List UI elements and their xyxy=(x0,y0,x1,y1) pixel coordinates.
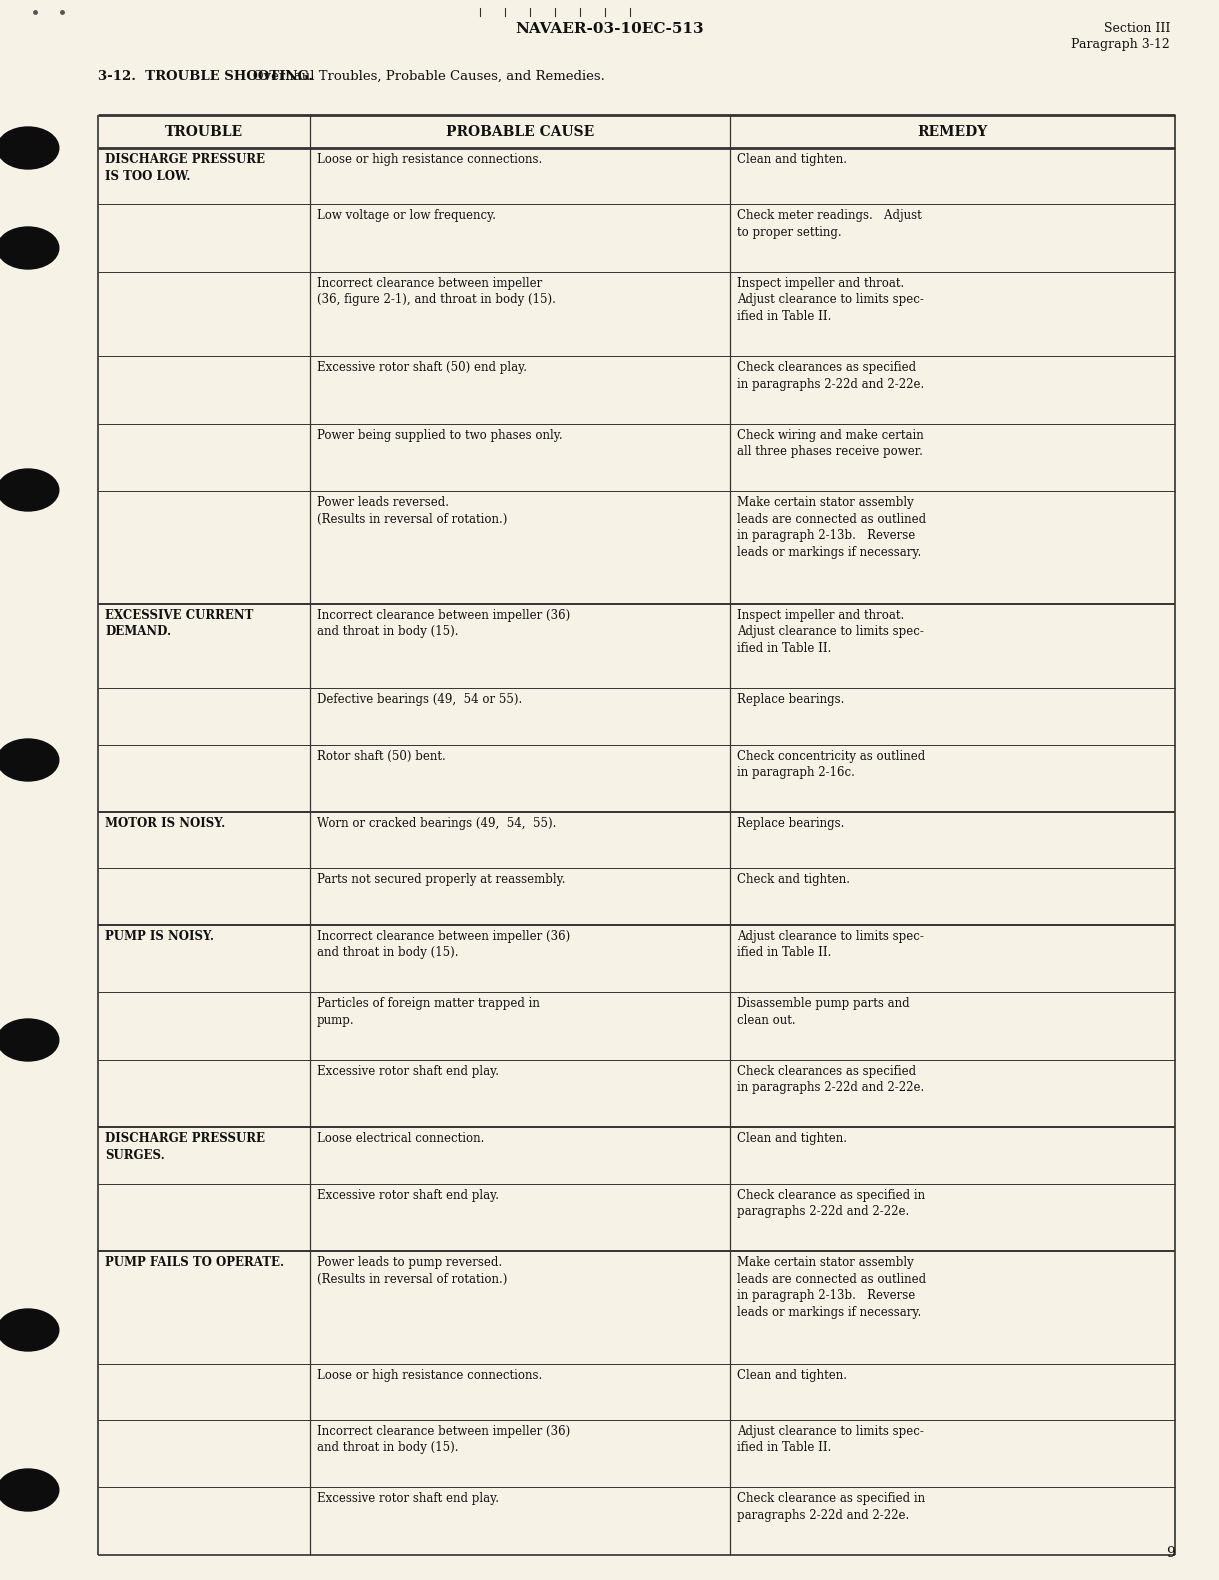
Ellipse shape xyxy=(0,1308,59,1351)
Text: Particles of foreign matter trapped in
pump.: Particles of foreign matter trapped in p… xyxy=(317,997,540,1027)
Text: Incorrect clearance between impeller
(36, figure 2-1), and throat in body (15).: Incorrect clearance between impeller (36… xyxy=(317,276,556,307)
Text: Power leads to pump reversed.
(Results in reversal of rotation.): Power leads to pump reversed. (Results i… xyxy=(317,1256,507,1286)
Text: Excessive rotor shaft (50) end play.: Excessive rotor shaft (50) end play. xyxy=(317,362,527,374)
Text: TROUBLE: TROUBLE xyxy=(165,125,243,139)
Text: Check wiring and make certain
all three phases receive power.: Check wiring and make certain all three … xyxy=(737,428,924,458)
Ellipse shape xyxy=(0,126,59,169)
Text: Worn or cracked bearings (49,  54,  55).: Worn or cracked bearings (49, 54, 55). xyxy=(317,817,556,830)
Text: Replace bearings.: Replace bearings. xyxy=(737,817,845,830)
Text: Defective bearings (49,  54 or 55).: Defective bearings (49, 54 or 55). xyxy=(317,694,522,706)
Text: EXCESSIVE CURRENT
DEMAND.: EXCESSIVE CURRENT DEMAND. xyxy=(105,608,254,638)
Text: Check clearance as specified in
paragraphs 2-22d and 2-22e.: Check clearance as specified in paragrap… xyxy=(737,1493,925,1522)
Text: Replace bearings.: Replace bearings. xyxy=(737,694,845,706)
Text: Overhaul Troubles, Probable Causes, and Remedies.: Overhaul Troubles, Probable Causes, and … xyxy=(240,70,605,84)
Text: Adjust clearance to limits spec-
ified in Table II.: Adjust clearance to limits spec- ified i… xyxy=(737,929,924,959)
Text: DISCHARGE PRESSURE
IS TOO LOW.: DISCHARGE PRESSURE IS TOO LOW. xyxy=(105,153,265,183)
Ellipse shape xyxy=(0,228,59,269)
Ellipse shape xyxy=(0,1469,59,1510)
Text: Low voltage or low frequency.: Low voltage or low frequency. xyxy=(317,209,496,223)
Text: PUMP IS NOISY.: PUMP IS NOISY. xyxy=(105,929,215,943)
Text: Parts not secured properly at reassembly.: Parts not secured properly at reassembly… xyxy=(317,874,566,886)
Text: Loose electrical connection.: Loose electrical connection. xyxy=(317,1133,484,1146)
Text: NAVAER-03-10EC-513: NAVAER-03-10EC-513 xyxy=(516,22,703,36)
Text: Disassemble pump parts and
clean out.: Disassemble pump parts and clean out. xyxy=(737,997,909,1027)
Text: Adjust clearance to limits spec-
ified in Table II.: Adjust clearance to limits spec- ified i… xyxy=(737,1425,924,1455)
Text: 9: 9 xyxy=(1167,1545,1175,1559)
Text: Check clearances as specified
in paragraphs 2-22d and 2-22e.: Check clearances as specified in paragra… xyxy=(737,362,924,390)
Text: Incorrect clearance between impeller (36)
and throat in body (15).: Incorrect clearance between impeller (36… xyxy=(317,929,570,959)
Text: Power leads reversed.
(Results in reversal of rotation.): Power leads reversed. (Results in revers… xyxy=(317,496,507,526)
Text: PUMP FAILS TO OPERATE.: PUMP FAILS TO OPERATE. xyxy=(105,1256,284,1269)
Text: Check and tighten.: Check and tighten. xyxy=(737,874,850,886)
Text: Check clearances as specified
in paragraphs 2-22d and 2-22e.: Check clearances as specified in paragra… xyxy=(737,1065,924,1095)
Ellipse shape xyxy=(0,469,59,510)
Text: Excessive rotor shaft end play.: Excessive rotor shaft end play. xyxy=(317,1188,499,1201)
Text: Loose or high resistance connections.: Loose or high resistance connections. xyxy=(317,1368,542,1381)
Ellipse shape xyxy=(0,739,59,781)
Text: Check clearance as specified in
paragraphs 2-22d and 2-22e.: Check clearance as specified in paragrap… xyxy=(737,1188,925,1218)
Text: Power being supplied to two phases only.: Power being supplied to two phases only. xyxy=(317,428,563,442)
Text: Make certain stator assembly
leads are connected as outlined
in paragraph 2-13b.: Make certain stator assembly leads are c… xyxy=(737,496,926,559)
Text: Clean and tighten.: Clean and tighten. xyxy=(737,153,847,166)
Text: Paragraph 3-12: Paragraph 3-12 xyxy=(1072,38,1170,51)
Text: Inspect impeller and throat.
Adjust clearance to limits spec-
ified in Table II.: Inspect impeller and throat. Adjust clea… xyxy=(737,276,924,322)
Text: Loose or high resistance connections.: Loose or high resistance connections. xyxy=(317,153,542,166)
Text: MOTOR IS NOISY.: MOTOR IS NOISY. xyxy=(105,817,226,830)
Text: Incorrect clearance between impeller (36)
and throat in body (15).: Incorrect clearance between impeller (36… xyxy=(317,608,570,638)
Text: Clean and tighten.: Clean and tighten. xyxy=(737,1368,847,1381)
Text: Incorrect clearance between impeller (36)
and throat in body (15).: Incorrect clearance between impeller (36… xyxy=(317,1425,570,1455)
Text: Excessive rotor shaft end play.: Excessive rotor shaft end play. xyxy=(317,1493,499,1506)
Text: Rotor shaft (50) bent.: Rotor shaft (50) bent. xyxy=(317,749,446,763)
Text: Inspect impeller and throat.
Adjust clearance to limits spec-
ified in Table II.: Inspect impeller and throat. Adjust clea… xyxy=(737,608,924,654)
Text: Check meter readings.   Adjust
to proper setting.: Check meter readings. Adjust to proper s… xyxy=(737,209,922,239)
Text: Make certain stator assembly
leads are connected as outlined
in paragraph 2-13b.: Make certain stator assembly leads are c… xyxy=(737,1256,926,1319)
Text: DISCHARGE PRESSURE
SURGES.: DISCHARGE PRESSURE SURGES. xyxy=(105,1133,265,1161)
Ellipse shape xyxy=(0,1019,59,1062)
Text: REMEDY: REMEDY xyxy=(918,125,987,139)
Text: Section III: Section III xyxy=(1103,22,1170,35)
Text: 3-12.  TROUBLE SHOOTING.: 3-12. TROUBLE SHOOTING. xyxy=(98,70,313,84)
Text: Excessive rotor shaft end play.: Excessive rotor shaft end play. xyxy=(317,1065,499,1078)
Text: Clean and tighten.: Clean and tighten. xyxy=(737,1133,847,1146)
Text: PROBABLE CAUSE: PROBABLE CAUSE xyxy=(446,125,594,139)
Text: Check concentricity as outlined
in paragraph 2-16c.: Check concentricity as outlined in parag… xyxy=(737,749,925,779)
